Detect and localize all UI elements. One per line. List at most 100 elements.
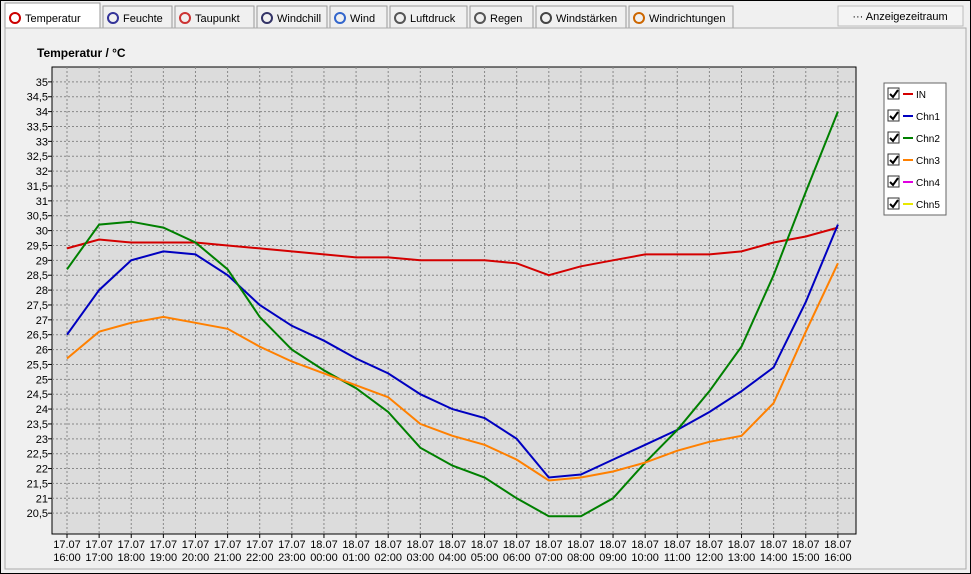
x-tick-label: 18.07 13:00 <box>728 539 756 564</box>
legend-label: Chn2 <box>916 134 940 145</box>
y-tick-label: 28,5 <box>27 270 48 282</box>
series-line <box>66 262 839 482</box>
y-tick-label: 34,5 <box>27 92 48 104</box>
legend-check <box>889 155 899 165</box>
y-tick-label: 22 <box>36 464 48 476</box>
tab-icon <box>9 12 21 24</box>
x-tick-label: 18.07 05:00 <box>471 539 499 564</box>
y-tick-label: 26 <box>36 345 48 357</box>
tab-icon <box>261 12 273 24</box>
series-line <box>66 111 839 518</box>
legend-checkbox[interactable] <box>887 131 900 144</box>
x-tick-label: 18.07 10:00 <box>631 539 659 564</box>
x-tick-label: 17.07 17:00 <box>85 539 113 564</box>
x-tick-label: 17.07 16:00 <box>53 539 81 564</box>
y-tick-label: 31 <box>36 196 48 208</box>
tab-icon <box>394 12 406 24</box>
x-tick-label: 17.07 23:00 <box>278 539 306 564</box>
chart-title: Temperatur / °C <box>37 46 126 60</box>
tab-label[interactable]: Feuchte <box>123 13 163 25</box>
x-tick-label: 18.07 00:00 <box>310 539 338 564</box>
y-tick-label: 32 <box>36 166 48 178</box>
legend-items: IN Chn1 Chn2 Chn3 Chn4 Chn5 <box>887 87 940 211</box>
legend-check <box>889 89 899 99</box>
y-tick-label: 23 <box>36 434 48 446</box>
tab-label[interactable]: Luftdruck <box>410 13 456 25</box>
y-tick-label: 24,5 <box>27 389 48 401</box>
y-tick-label: 33,5 <box>27 121 48 133</box>
tab-label[interactable]: Regen <box>490 13 522 25</box>
y-tick-label: 26,5 <box>27 330 48 342</box>
legend-label: Chn5 <box>916 200 940 211</box>
y-tick-label: 24 <box>36 404 48 416</box>
tab-label[interactable]: Temperatur <box>25 13 81 25</box>
plot-area <box>51 66 857 535</box>
y-tick-label: 28 <box>36 285 48 297</box>
plot: 20,5 21 21,5 22 22,5 23 23,5 24 24,5 25 25,5 26 26,5… <box>27 67 856 564</box>
legend-checkbox[interactable] <box>887 109 900 122</box>
x-tick-label: 18.07 16:00 <box>824 539 852 564</box>
y-tick-label: 29,5 <box>27 240 48 252</box>
y-tick-label: 34 <box>36 107 48 119</box>
y-tick-label: 22,5 <box>27 449 48 461</box>
y-tick-label: 23,5 <box>27 419 48 431</box>
x-tick-label: 18.07 07:00 <box>535 539 563 564</box>
tab-icon <box>474 12 486 24</box>
x-tick-label: 18.07 09:00 <box>599 539 627 564</box>
x-tick-label: 18.07 15:00 <box>792 539 820 564</box>
x-tick-label: 18.07 06:00 <box>503 539 531 564</box>
tab-label[interactable]: Windrichtungen <box>649 13 725 25</box>
x-tick-label: 18.07 08:00 <box>567 539 595 564</box>
tab-icon <box>633 12 645 24</box>
x-tick-label: 17.07 21:00 <box>214 539 242 564</box>
y-tick-label: 29 <box>36 255 48 267</box>
tab-icon <box>334 12 346 24</box>
legend-label: Chn4 <box>916 178 940 189</box>
legend-label: Chn1 <box>916 112 940 123</box>
x-tick-label: 17.07 22:00 <box>246 539 274 564</box>
x-tick-label: 18.07 01:00 <box>342 539 370 564</box>
y-tick-label: 21 <box>36 493 48 505</box>
y-tick-label: 25 <box>36 374 48 386</box>
y-tick-label: 25,5 <box>27 359 48 371</box>
legend-label: IN <box>916 90 926 101</box>
period-button-label[interactable]: ··· Anzeigezeitraum <box>852 11 947 23</box>
y-tick-label: 30,5 <box>27 211 48 223</box>
legend-check <box>889 133 899 143</box>
period-button[interactable] <box>837 5 964 27</box>
y-tick-label: 35 <box>36 77 48 89</box>
tab-label[interactable]: Wind <box>350 13 375 25</box>
x-tick-label: 18.07 14:00 <box>760 539 788 564</box>
legend-checkbox[interactable] <box>887 197 900 210</box>
x-tick-label: 18.07 04:00 <box>439 539 467 564</box>
legend-checkbox[interactable] <box>887 87 900 100</box>
x-tick-label: 17.07 18:00 <box>117 539 145 564</box>
tab[interactable] <box>4 2 101 29</box>
y-tick-label: 27,5 <box>27 300 48 312</box>
tab-icon <box>179 12 191 24</box>
y-tick-label: 32,5 <box>27 151 48 163</box>
y-tick-label: 21,5 <box>27 478 48 490</box>
tab-icon <box>107 12 119 24</box>
x-tick-label: 17.07 20:00 <box>182 539 210 564</box>
y-tick-label: 20,5 <box>27 508 48 520</box>
tab-icon <box>540 12 552 24</box>
legend-check <box>889 177 899 187</box>
series-line <box>66 224 839 479</box>
legend-check <box>889 199 899 209</box>
x-tick-label: 18.07 02:00 <box>374 539 402 564</box>
tab-label[interactable]: Taupunkt <box>195 13 240 25</box>
legend <box>883 82 947 216</box>
legend-checkbox[interactable] <box>887 153 900 166</box>
tab-label[interactable]: Windchill <box>277 13 321 25</box>
legend-checkbox[interactable] <box>887 175 900 188</box>
x-tick-label: 18.07 11:00 <box>664 539 692 564</box>
legend-label: Chn3 <box>916 156 940 167</box>
y-tick-label: 30 <box>36 226 48 238</box>
tab-label[interactable]: Windstärken <box>556 13 617 25</box>
y-tick-label: 33 <box>36 136 48 148</box>
x-tick-label: 17.07 19:00 <box>150 539 178 564</box>
x-tick-label: 18.07 12:00 <box>696 539 724 564</box>
